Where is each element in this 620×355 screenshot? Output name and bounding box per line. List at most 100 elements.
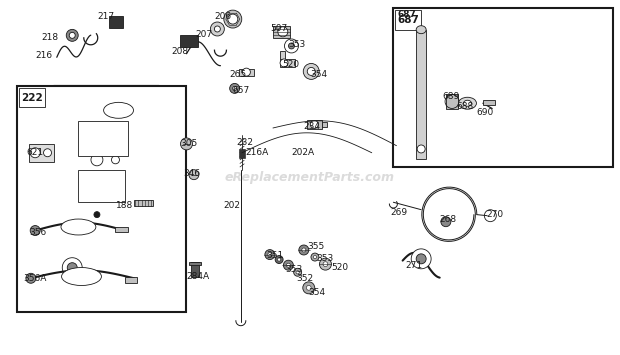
Circle shape <box>228 14 238 24</box>
Bar <box>396 10 421 30</box>
Ellipse shape <box>464 100 471 106</box>
Text: 356A: 356A <box>23 274 46 283</box>
Circle shape <box>294 268 302 276</box>
Text: 520: 520 <box>282 60 299 69</box>
Circle shape <box>232 86 237 91</box>
Circle shape <box>30 225 40 235</box>
Text: 354: 354 <box>310 70 327 80</box>
Text: 354: 354 <box>308 288 326 297</box>
Text: 206: 206 <box>215 12 231 21</box>
Circle shape <box>106 185 112 191</box>
Bar <box>189 262 202 265</box>
Text: 657: 657 <box>232 86 250 95</box>
Circle shape <box>215 26 220 32</box>
Text: 216: 216 <box>35 51 52 60</box>
Text: 269: 269 <box>390 208 407 217</box>
Circle shape <box>43 149 51 157</box>
Circle shape <box>210 22 224 36</box>
Bar <box>280 59 294 67</box>
Bar <box>78 121 128 156</box>
Text: 202A: 202A <box>291 148 314 157</box>
Circle shape <box>286 263 290 267</box>
Text: 208: 208 <box>171 48 188 56</box>
Bar <box>78 170 125 202</box>
Bar <box>125 277 137 283</box>
Circle shape <box>278 27 288 37</box>
Text: 346: 346 <box>184 169 200 179</box>
Circle shape <box>306 285 311 290</box>
Circle shape <box>242 68 250 76</box>
Bar <box>322 122 327 127</box>
Circle shape <box>112 156 120 164</box>
Text: 234: 234 <box>304 122 321 131</box>
Ellipse shape <box>61 219 96 235</box>
Circle shape <box>268 253 272 257</box>
Text: 688: 688 <box>456 102 474 111</box>
Bar <box>134 201 153 207</box>
Text: 356: 356 <box>29 228 46 237</box>
Circle shape <box>302 248 306 252</box>
Text: 216A: 216A <box>245 148 268 157</box>
Text: 217: 217 <box>97 12 114 21</box>
Text: 270: 270 <box>486 210 503 219</box>
Text: 271: 271 <box>405 261 423 271</box>
Circle shape <box>265 250 275 260</box>
Text: 687: 687 <box>397 10 416 19</box>
Circle shape <box>180 138 192 150</box>
Circle shape <box>313 256 317 259</box>
Circle shape <box>89 127 105 143</box>
Bar <box>446 94 458 109</box>
Circle shape <box>275 256 283 263</box>
Bar <box>483 100 495 105</box>
Bar <box>17 86 187 312</box>
Circle shape <box>67 263 78 273</box>
Circle shape <box>296 271 299 274</box>
Bar <box>280 51 285 59</box>
Text: 284A: 284A <box>187 272 210 281</box>
Circle shape <box>189 170 199 180</box>
Ellipse shape <box>416 26 426 34</box>
Bar <box>239 149 245 158</box>
Circle shape <box>323 262 328 267</box>
Text: 188: 188 <box>115 201 133 210</box>
Bar <box>416 30 426 159</box>
Text: eReplacementParts.com: eReplacementParts.com <box>225 171 395 184</box>
Circle shape <box>319 258 332 270</box>
Circle shape <box>280 59 288 67</box>
Text: 207: 207 <box>196 30 213 39</box>
Circle shape <box>411 249 431 269</box>
Circle shape <box>69 32 75 38</box>
Circle shape <box>110 130 120 140</box>
Text: 202: 202 <box>224 201 241 210</box>
Circle shape <box>283 260 293 270</box>
Text: 232: 232 <box>236 138 253 147</box>
Circle shape <box>30 148 40 158</box>
Text: 621: 621 <box>26 148 43 157</box>
Text: 222: 222 <box>20 93 42 103</box>
Circle shape <box>278 258 281 261</box>
Bar <box>239 69 254 76</box>
Text: 353: 353 <box>285 265 303 274</box>
Circle shape <box>229 83 240 93</box>
Text: 690: 690 <box>477 108 494 116</box>
Bar <box>180 35 198 47</box>
Text: 265: 265 <box>230 70 247 80</box>
Bar <box>307 120 322 129</box>
Circle shape <box>66 29 78 41</box>
Circle shape <box>224 10 242 28</box>
Text: 353: 353 <box>288 40 306 49</box>
Circle shape <box>299 245 309 255</box>
Circle shape <box>441 217 451 227</box>
Text: 268: 268 <box>440 215 457 224</box>
Circle shape <box>94 212 100 218</box>
Bar <box>393 8 613 167</box>
Circle shape <box>311 253 319 261</box>
Bar <box>115 227 128 232</box>
Circle shape <box>303 64 319 80</box>
Circle shape <box>417 145 425 153</box>
Circle shape <box>62 258 82 278</box>
Text: 520: 520 <box>332 263 348 272</box>
Circle shape <box>96 174 104 181</box>
Circle shape <box>26 273 36 283</box>
Circle shape <box>308 67 315 75</box>
